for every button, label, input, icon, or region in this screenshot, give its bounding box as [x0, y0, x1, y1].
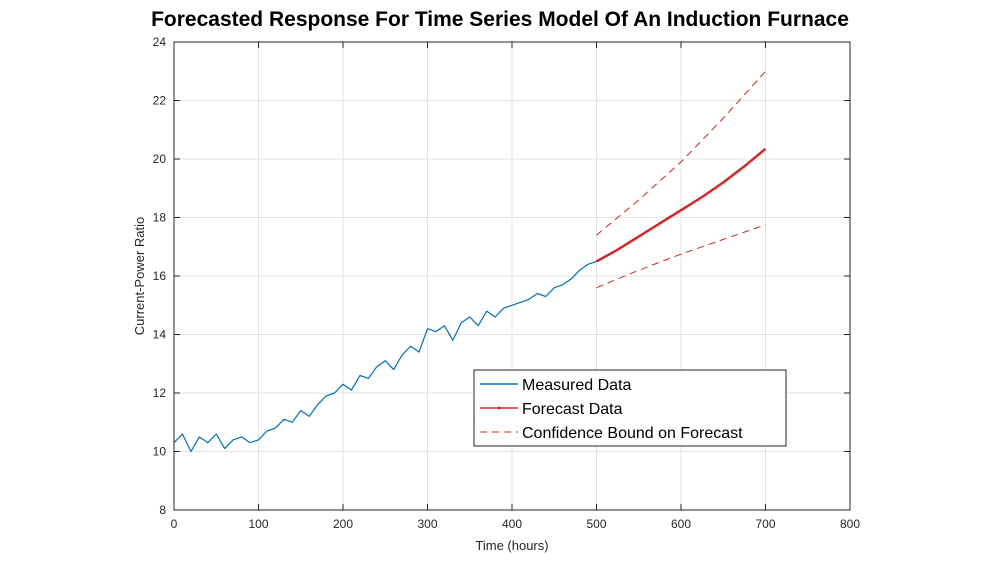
legend: Measured Data Forecast Data Confidence Bou… — [473, 369, 787, 447]
y-tick-label: 18 — [153, 211, 167, 225]
chart-title: Forecasted Response For Time Series Mode… — [151, 8, 849, 31]
x-tick-label: 100 — [248, 517, 268, 531]
x-tick-label: 400 — [502, 517, 522, 531]
x-tick-label: 200 — [333, 517, 353, 531]
legend-box — [473, 369, 787, 447]
y-tick-label: 12 — [153, 386, 167, 400]
y-tick-label: 24 — [153, 35, 167, 49]
series-lines — [173, 70, 767, 453]
series-line-3 — [596, 224, 766, 289]
legend-entry: Forecast Data — [522, 401, 623, 418]
y-axis-label: Current-Power Ratio — [132, 217, 147, 336]
x-tick-label: 600 — [671, 517, 691, 531]
y-tick-label: 16 — [153, 269, 167, 283]
x-tick-label: 300 — [417, 517, 437, 531]
x-tick-label: 0 — [171, 517, 178, 531]
x-axis-label: Time (hours) — [475, 538, 548, 553]
y-tick-label: 14 — [153, 328, 167, 342]
series-line-0 — [173, 260, 597, 453]
legend-entry: Measured Data — [522, 377, 631, 394]
x-tick-label: 500 — [586, 517, 606, 531]
legend-marker — [497, 406, 501, 410]
axis-ticks: 0 100 200 300 400 500 600 700 800 8 10 12 14 16 18 20 22… — [153, 35, 861, 531]
legend-entry: Confidence Bound on Forecast — [522, 425, 743, 442]
y-tick-label: 20 — [153, 152, 167, 166]
series-line-1 — [595, 147, 767, 263]
x-tick-label: 700 — [755, 517, 775, 531]
x-tick-label: 800 — [840, 517, 860, 531]
y-tick-label: 22 — [153, 94, 167, 108]
y-tick-label: 10 — [153, 445, 167, 459]
y-tick-label: 8 — [159, 503, 166, 517]
series-line-2 — [596, 70, 766, 236]
